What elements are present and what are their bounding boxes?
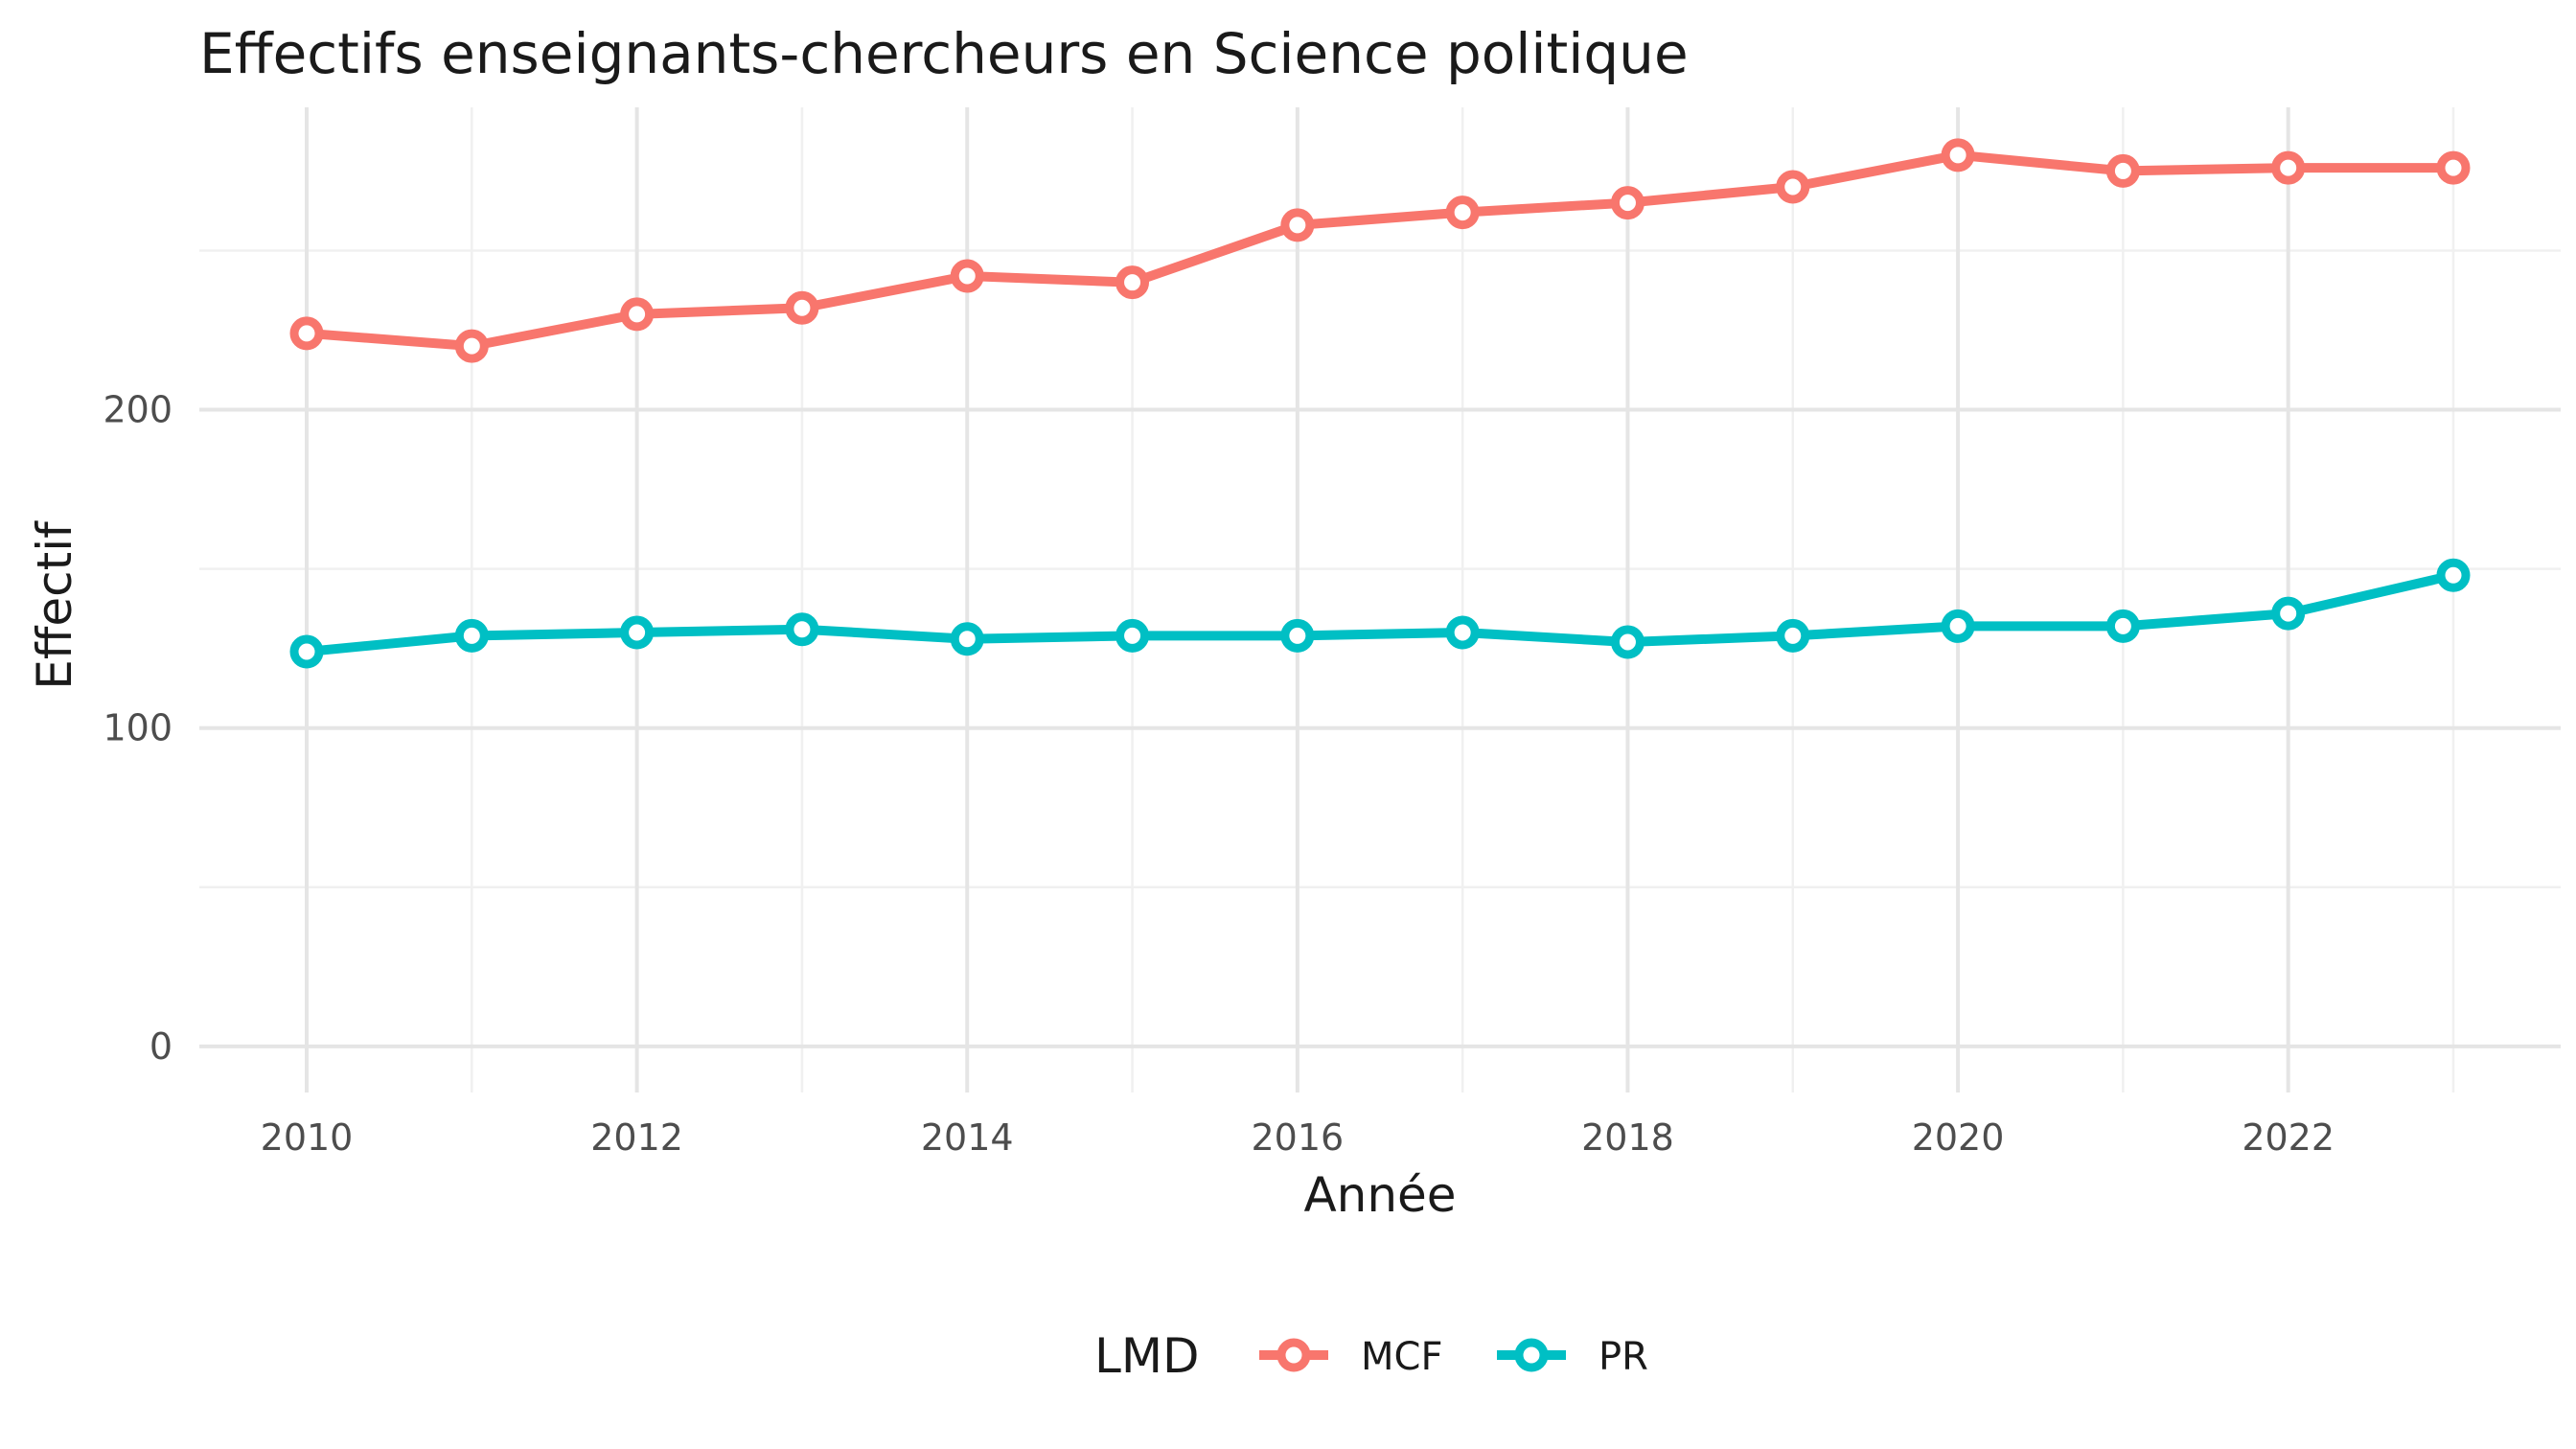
data-point-pr bbox=[289, 634, 324, 669]
data-point-mcf bbox=[620, 297, 655, 332]
legend-key-point-pr bbox=[1514, 1338, 1549, 1372]
axis-tick-labels: 2010 2012 2014 2016 2018 2020 2022 0 100 200 bbox=[103, 389, 2334, 1159]
x-tick-label: 2022 bbox=[2242, 1116, 2334, 1159]
series-line-mcf bbox=[306, 150, 2453, 352]
x-tick-label: 2016 bbox=[1251, 1116, 1344, 1159]
data-point-mcf bbox=[950, 259, 984, 293]
data-point-pr bbox=[1280, 618, 1315, 653]
legend-item-pr: PR bbox=[1497, 1335, 1648, 1379]
data-point-mcf bbox=[785, 290, 819, 325]
legend-label-mcf: MCF bbox=[1361, 1335, 1442, 1379]
data-point-mcf bbox=[1610, 186, 1644, 220]
data-point-mcf bbox=[2436, 150, 2471, 185]
data-point-mcf bbox=[454, 329, 489, 363]
data-point-mcf bbox=[2271, 150, 2306, 185]
data-point-pr bbox=[1445, 615, 1480, 650]
data-point-mcf bbox=[1445, 196, 1480, 230]
data-point-mcf bbox=[289, 316, 324, 351]
y-tick-label: 100 bbox=[103, 707, 172, 749]
data-point-pr bbox=[2436, 558, 2471, 592]
data-point-mcf bbox=[1116, 265, 1150, 300]
legend-label-pr: PR bbox=[1598, 1335, 1648, 1379]
y-tick-label: 200 bbox=[103, 389, 172, 431]
data-point-pr bbox=[2105, 609, 2140, 643]
data-point-pr bbox=[1116, 618, 1150, 653]
x-tick-label: 2018 bbox=[1581, 1116, 1674, 1159]
legend-key-point-mcf bbox=[1276, 1338, 1311, 1372]
x-tick-label: 2020 bbox=[1912, 1116, 2005, 1159]
x-tick-label: 2010 bbox=[261, 1116, 354, 1159]
data-point-pr bbox=[2271, 596, 2306, 631]
data-point-mcf bbox=[1280, 208, 1315, 242]
series-points bbox=[289, 138, 2471, 669]
data-point-pr bbox=[454, 618, 489, 653]
grid-lines bbox=[199, 107, 2561, 1092]
x-tick-label: 2014 bbox=[921, 1116, 1014, 1159]
data-point-mcf bbox=[2105, 153, 2140, 188]
x-axis-title: Année bbox=[1303, 1167, 1456, 1223]
y-tick-label: 0 bbox=[150, 1025, 172, 1068]
data-point-pr bbox=[620, 615, 655, 650]
data-point-pr bbox=[1941, 609, 1975, 643]
y-axis-title: Effectif bbox=[27, 520, 82, 690]
data-point-pr bbox=[1776, 618, 1810, 653]
x-tick-label: 2012 bbox=[590, 1116, 683, 1159]
data-point-pr bbox=[785, 612, 819, 647]
series-lines bbox=[306, 150, 2455, 656]
chart-title: Effectifs enseignants-chercheurs en Scie… bbox=[199, 21, 1689, 86]
series-line-pr bbox=[306, 570, 2455, 656]
data-point-pr bbox=[950, 622, 984, 656]
legend-title: LMD bbox=[1094, 1328, 1200, 1384]
data-point-pr bbox=[1610, 625, 1644, 659]
data-point-mcf bbox=[1776, 170, 1810, 204]
legend: LMD MCF PR bbox=[1094, 1328, 1648, 1384]
legend-item-mcf: MCF bbox=[1259, 1335, 1442, 1379]
data-point-mcf bbox=[1941, 138, 1975, 172]
